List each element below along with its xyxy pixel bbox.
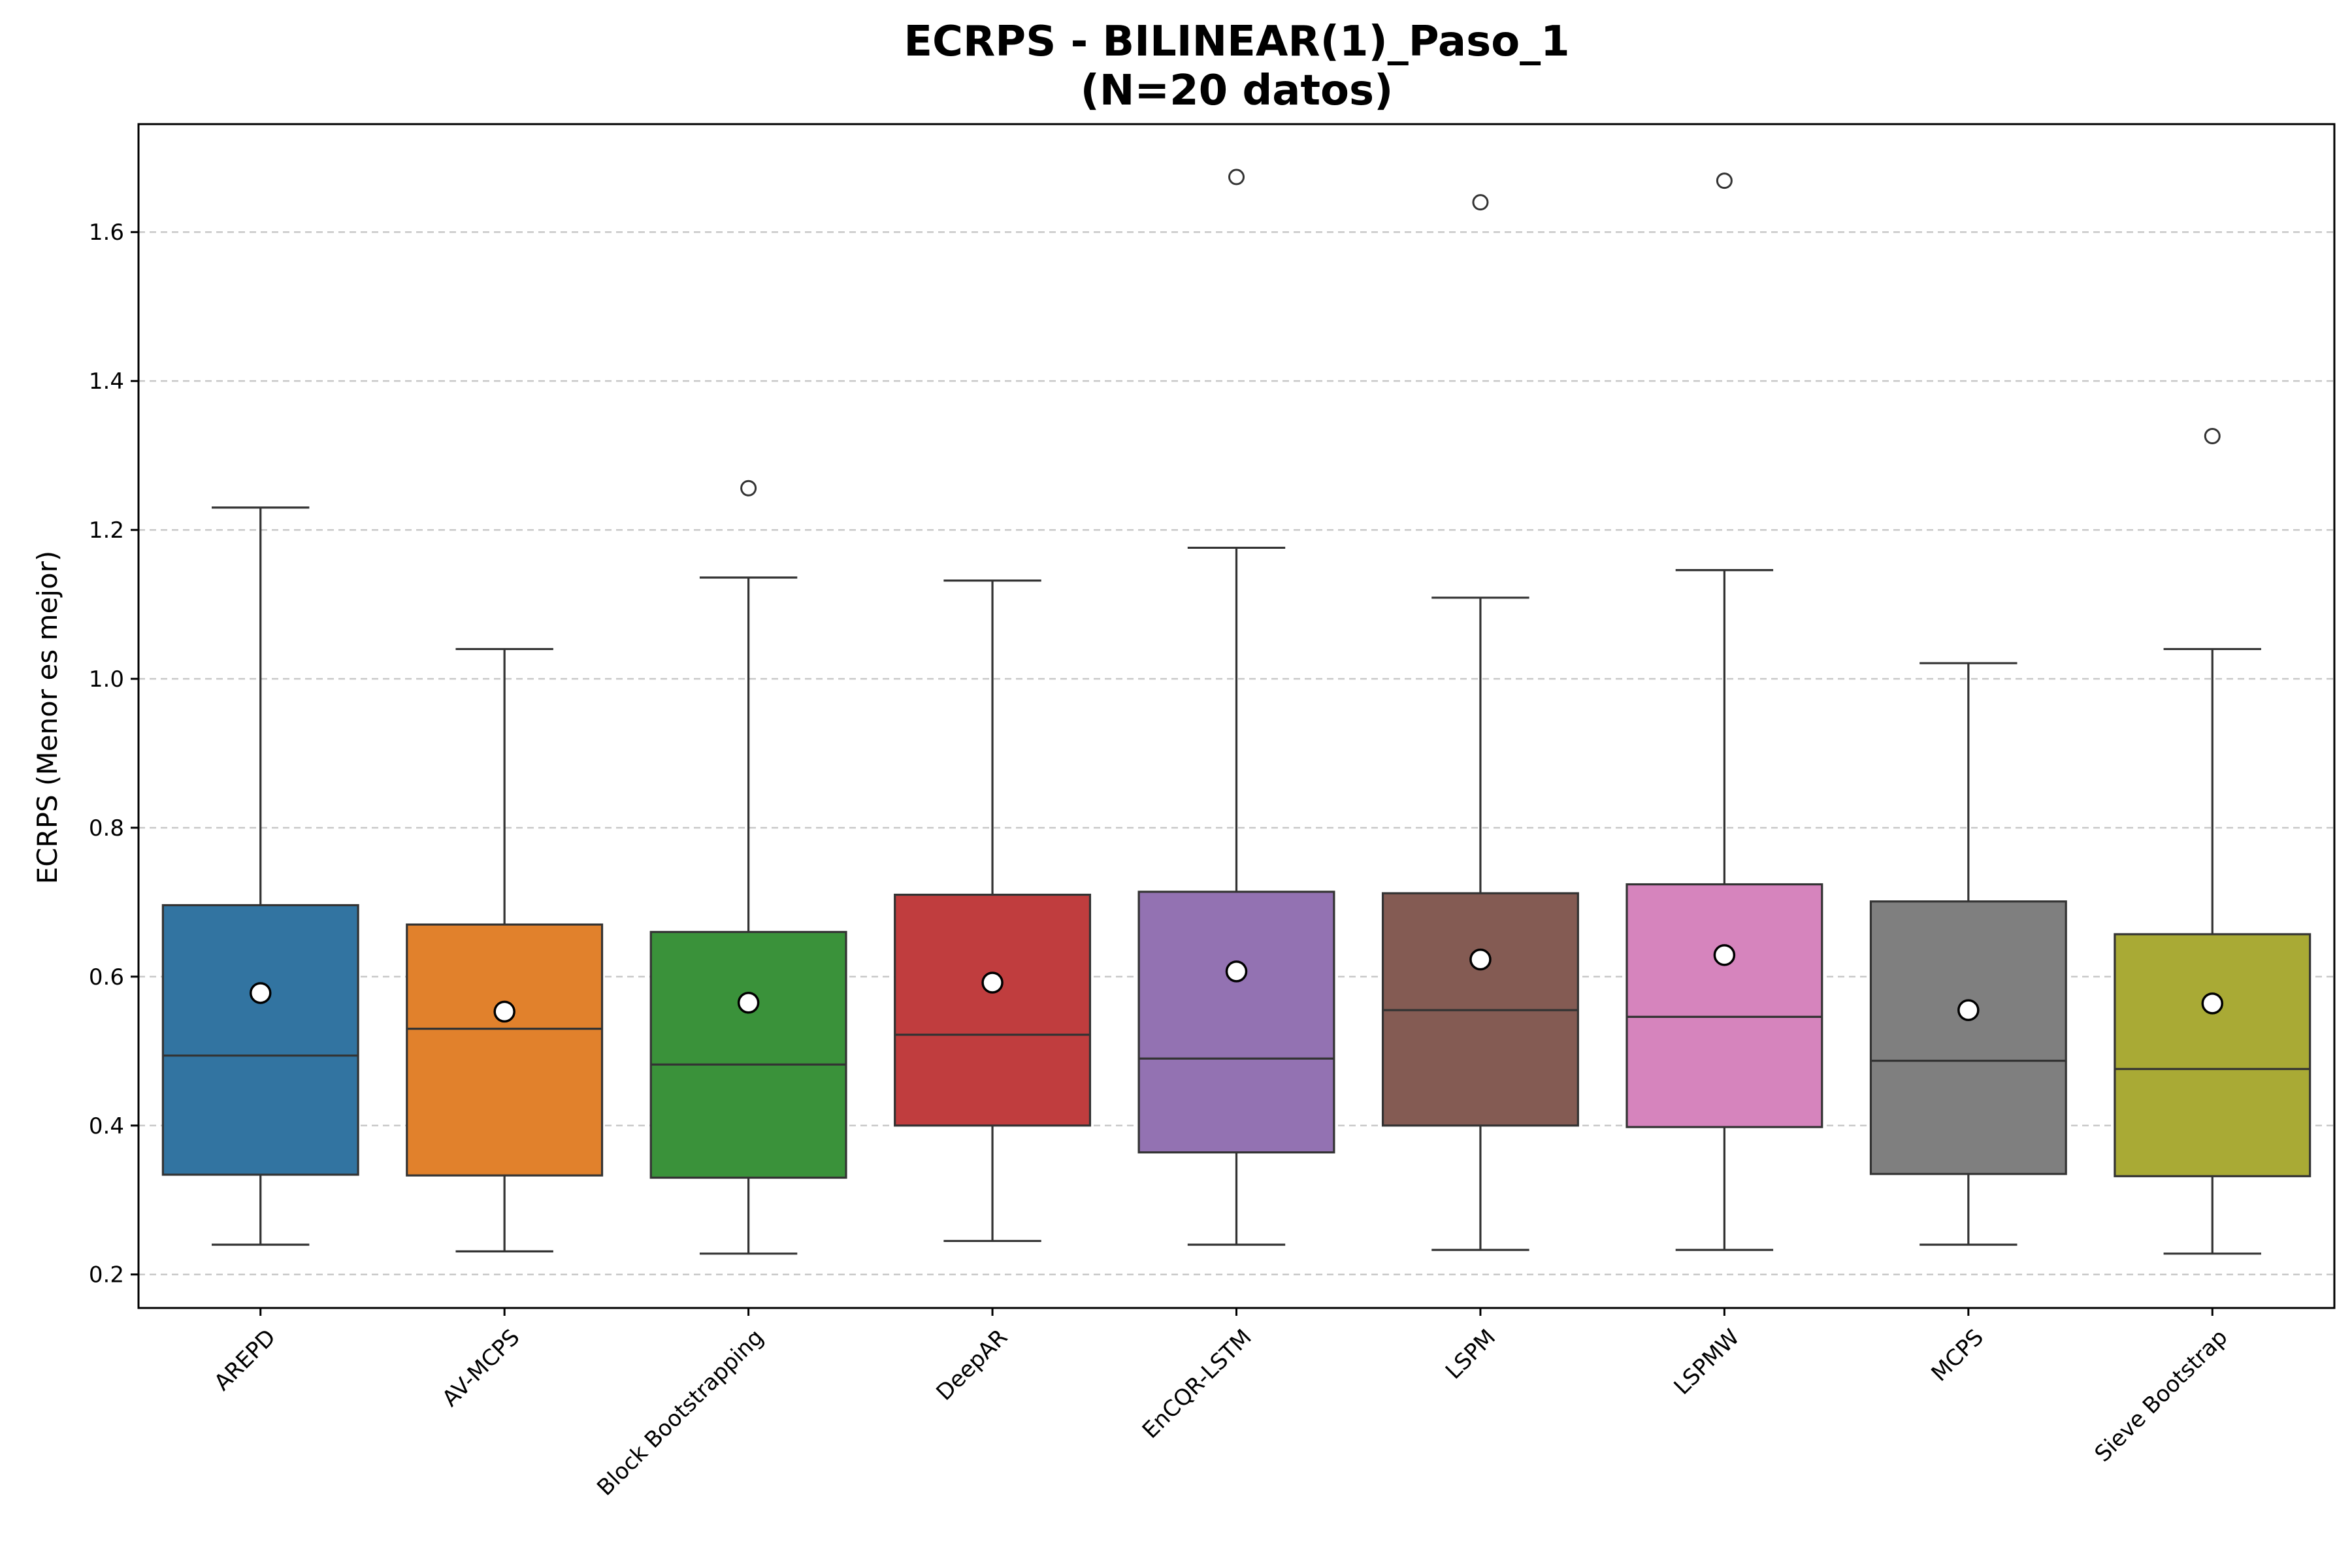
chart-title-line-1: ECRPS - BILINEAR(1)_Paso_1 <box>904 18 1569 66</box>
box-iqr <box>161 904 359 1176</box>
x-tick-label: DeepAR <box>931 1324 1013 1406</box>
x-tick-label: MCPS <box>1926 1324 1989 1387</box>
axes-frame <box>137 123 2336 1309</box>
box-iqr <box>649 930 847 1179</box>
x-tick-label: LSPMW <box>1669 1324 1745 1400</box>
mean-marker <box>493 1000 515 1023</box>
mean-marker <box>1713 944 1736 966</box>
x-tick-label: EnCQR-LSTM <box>1137 1324 1257 1444</box>
box-iqr <box>2114 933 2311 1177</box>
box-group <box>2114 428 2311 1255</box>
mean-marker <box>2201 992 2224 1015</box>
mean-marker <box>1469 948 1492 971</box>
box-iqr <box>1137 890 1335 1154</box>
y-tick-label: 0.2 <box>89 1262 124 1288</box>
x-tick-label: Sieve Bootstrap <box>2090 1324 2233 1467</box>
outlier-point <box>740 480 757 497</box>
box-iqr <box>406 923 604 1177</box>
chart-title-line-2: (N=20 datos) <box>1081 67 1394 115</box>
x-tick-label: LSPM <box>1441 1324 1501 1384</box>
box-group <box>1381 194 1579 1251</box>
outlier-point <box>1716 172 1733 189</box>
box-iqr <box>1625 883 1823 1128</box>
x-tick-label: AV-MCPS <box>437 1324 525 1412</box>
outlier-point <box>1472 194 1489 211</box>
box-group <box>1869 662 2067 1246</box>
y-tick-label: 1.0 <box>89 666 124 693</box>
y-tick-label: 0.8 <box>89 815 124 841</box>
box-group <box>894 579 1092 1243</box>
mean-marker <box>981 972 1004 994</box>
outlier-point <box>2204 428 2221 445</box>
plot-area: 0.2 0.4 0.6 0.8 1.0 1.2 1.4 1.6 AREPD AV-MCPS Bloc… <box>89 123 2336 1501</box>
box-iqr <box>1869 900 2067 1175</box>
y-tick-label: 0.4 <box>89 1113 124 1139</box>
mean-marker <box>737 992 760 1014</box>
outlier-point <box>1228 169 1245 186</box>
y-tick-label: 1.4 <box>89 368 124 395</box>
mean-marker <box>249 982 272 1004</box>
box-group <box>406 647 604 1252</box>
y-tick-label: 1.2 <box>89 517 124 544</box>
box-group <box>161 506 359 1246</box>
y-axis-label: ECRPS (Menor es mejor) <box>31 551 63 885</box>
box-iqr <box>894 893 1092 1127</box>
x-tick-label: Block Bootstrapping <box>592 1324 769 1501</box>
box-group <box>1625 172 1823 1251</box>
mean-marker <box>1225 960 1248 983</box>
chart-title: ECRPS - BILINEAR(1)_Paso_1 (N=20 datos) <box>904 18 1569 115</box>
box-group <box>649 480 847 1255</box>
x-tick-label: AREPD <box>209 1324 281 1396</box>
y-tick-label: 0.6 <box>89 964 124 990</box>
y-tick-label: 1.6 <box>89 220 124 246</box>
mean-marker <box>1957 999 1980 1021</box>
box-group <box>1137 169 1335 1246</box>
